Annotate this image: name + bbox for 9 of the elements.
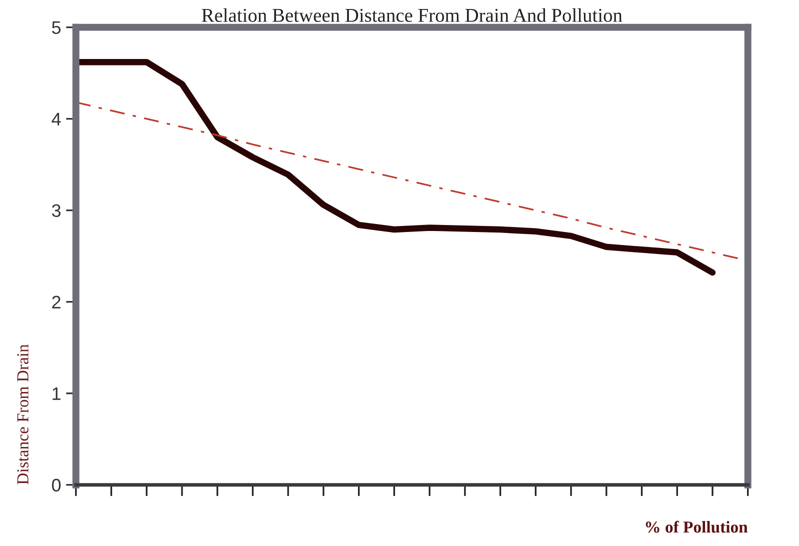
y-tick-label: 2 xyxy=(52,296,60,308)
x-axis-title: % of Pollution xyxy=(646,520,748,533)
chart-title: Relation Between Distance From Drain And Pollution xyxy=(202,8,622,22)
y-tick-label: 0 xyxy=(52,478,61,492)
y-tick-label: 1 xyxy=(52,387,60,400)
y-tick-label: 3 xyxy=(52,204,61,218)
y-tick-label: 5 xyxy=(52,21,61,34)
y-tick-label: 4 xyxy=(52,112,61,126)
y-axis-title: Distance From Drain xyxy=(17,344,28,484)
